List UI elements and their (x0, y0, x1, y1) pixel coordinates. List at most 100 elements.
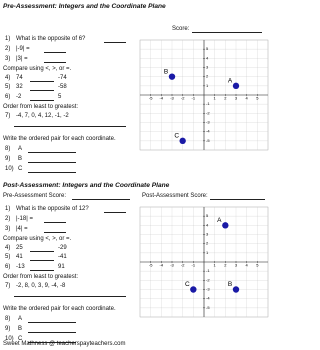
answer-blank (30, 264, 54, 271)
x-tick-label: -4 (160, 96, 164, 101)
question-number: 3) (5, 56, 11, 62)
answer-blank (28, 166, 76, 173)
x-tick-label: 2 (224, 96, 227, 101)
y-tick-label: 4 (206, 222, 209, 227)
y-tick-label: 1 (206, 250, 209, 255)
question-number: 9) (5, 156, 11, 162)
answer-blank (14, 290, 126, 297)
y-tick-label: 2 (206, 241, 209, 246)
point-label: C (174, 133, 179, 140)
compare-right: 5 (58, 94, 62, 100)
x-tick-label: 4 (246, 96, 249, 101)
answer-blank (14, 120, 126, 127)
point-label: A (18, 146, 23, 152)
answer-blank (28, 146, 76, 153)
point (232, 82, 240, 90)
compare-left: -13 (16, 264, 25, 270)
y-tick-label: -5 (206, 305, 210, 310)
point-label: B (164, 68, 168, 75)
y-tick-label: -2 (206, 110, 210, 115)
x-tick-label: 1 (214, 96, 217, 101)
question-text: |4| = (16, 226, 28, 232)
question-number: 5) (5, 84, 11, 90)
answer-blank (44, 46, 66, 53)
compare-left: -2 (16, 94, 22, 100)
point-label: C (185, 281, 190, 288)
question-text: |-9| = (16, 46, 30, 52)
section-title: Post-Assessment: Integers and the Coordi… (3, 182, 170, 189)
x-tick-label: 5 (256, 263, 259, 268)
answer-blank (44, 216, 66, 223)
x-tick-label: -2 (181, 263, 185, 268)
question-text: |3| = (16, 56, 28, 62)
answer-blank (28, 326, 76, 333)
answer-blank (104, 36, 126, 43)
heading: Write the ordered pair for each coordina… (3, 306, 116, 312)
question-number: 6) (5, 94, 11, 100)
question-text: What is the opposite of 12? (16, 206, 89, 212)
y-tick-label: -1 (206, 268, 210, 273)
x-tick-label: -3 (170, 263, 174, 268)
y-tick-label: 2 (206, 74, 209, 79)
y-tick-label: -5 (206, 138, 210, 143)
compare-left: 25 (16, 245, 23, 251)
question-number: 1) (5, 206, 11, 212)
point-label: A (217, 217, 222, 224)
y-tick-label: 5 (206, 213, 209, 218)
x-tick-label: -5 (149, 96, 153, 101)
answer-blank (104, 206, 126, 213)
heading: Order from least to greatest: (3, 274, 79, 280)
question-number: 2) (5, 46, 11, 52)
y-tick-label: 1 (206, 83, 209, 88)
point-label: A (228, 78, 233, 85)
y-tick-label: -4 (206, 129, 210, 134)
answer-blank (28, 156, 76, 163)
answer-blank (72, 193, 130, 200)
footer: Sweet Mathness @ teacherspayteachers.com (3, 341, 126, 347)
score-label: Pre-Assessment Score: (3, 193, 67, 199)
worksheet: -5 -4 -3 -2 -1 1 2 3 4 5 -5 -4 -3 -2 -1 1 2 3 4 5 B A C -5 -4 -3 -… (3, 3, 269, 347)
answer-blank (192, 26, 262, 33)
question-text: What is the opposite of 6? (16, 36, 86, 42)
question-number: 1) (5, 36, 11, 42)
section-title: Pre-Assessment: Integers and the Coordin… (3, 3, 166, 10)
graphs: -5 -4 -3 -2 -1 1 2 3 4 5 -5 -4 -3 -2 -1 1 2 3 4 5 B A C -5 -4 -3 -… (139, 39, 269, 318)
x-tick-label: 5 (256, 96, 259, 101)
point (190, 286, 197, 293)
heading: Compare using <, >, or =. (3, 236, 72, 242)
compare-left: 41 (16, 254, 23, 260)
question-number: 7) (5, 113, 11, 119)
y-tick-label: 3 (206, 65, 209, 70)
point (232, 286, 240, 293)
answer-blank (30, 84, 54, 91)
question-text: -2, 8, 0, 3, 9, -4, -8 (16, 283, 66, 289)
compare-left: 74 (16, 75, 23, 81)
compare-right: -29 (58, 245, 67, 251)
y-tick-label: -3 (206, 287, 210, 292)
compare-right: -74 (58, 75, 67, 81)
answer-blank (28, 316, 76, 323)
y-tick-label: -2 (206, 277, 210, 282)
point-label: C (18, 336, 23, 342)
question-number: 6) (5, 264, 11, 270)
answer-blank (30, 245, 54, 252)
y-tick-label: 3 (206, 232, 209, 237)
point-label: A (18, 316, 23, 322)
question-text: -4, 7, 0, 4, 12, -1, -2 (16, 113, 69, 119)
question-number: 4) (5, 245, 11, 251)
score-label: Post-Assessment Score: (142, 193, 208, 199)
x-tick-label: 3 (235, 96, 238, 101)
question-number: 7) (5, 283, 11, 289)
heading: Write the ordered pair for each coordina… (3, 136, 116, 142)
question-number: 8) (5, 316, 11, 322)
question-number: 8) (5, 146, 11, 152)
x-tick-label: -1 (192, 96, 196, 101)
question-number: 10) (5, 166, 14, 172)
question-number: 4) (5, 75, 11, 81)
answer-blank (30, 94, 54, 101)
question-number: 3) (5, 226, 11, 232)
question-number: 9) (5, 326, 11, 332)
x-tick-label: -3 (170, 96, 174, 101)
x-tick-label: -4 (160, 263, 164, 268)
point (179, 137, 186, 145)
